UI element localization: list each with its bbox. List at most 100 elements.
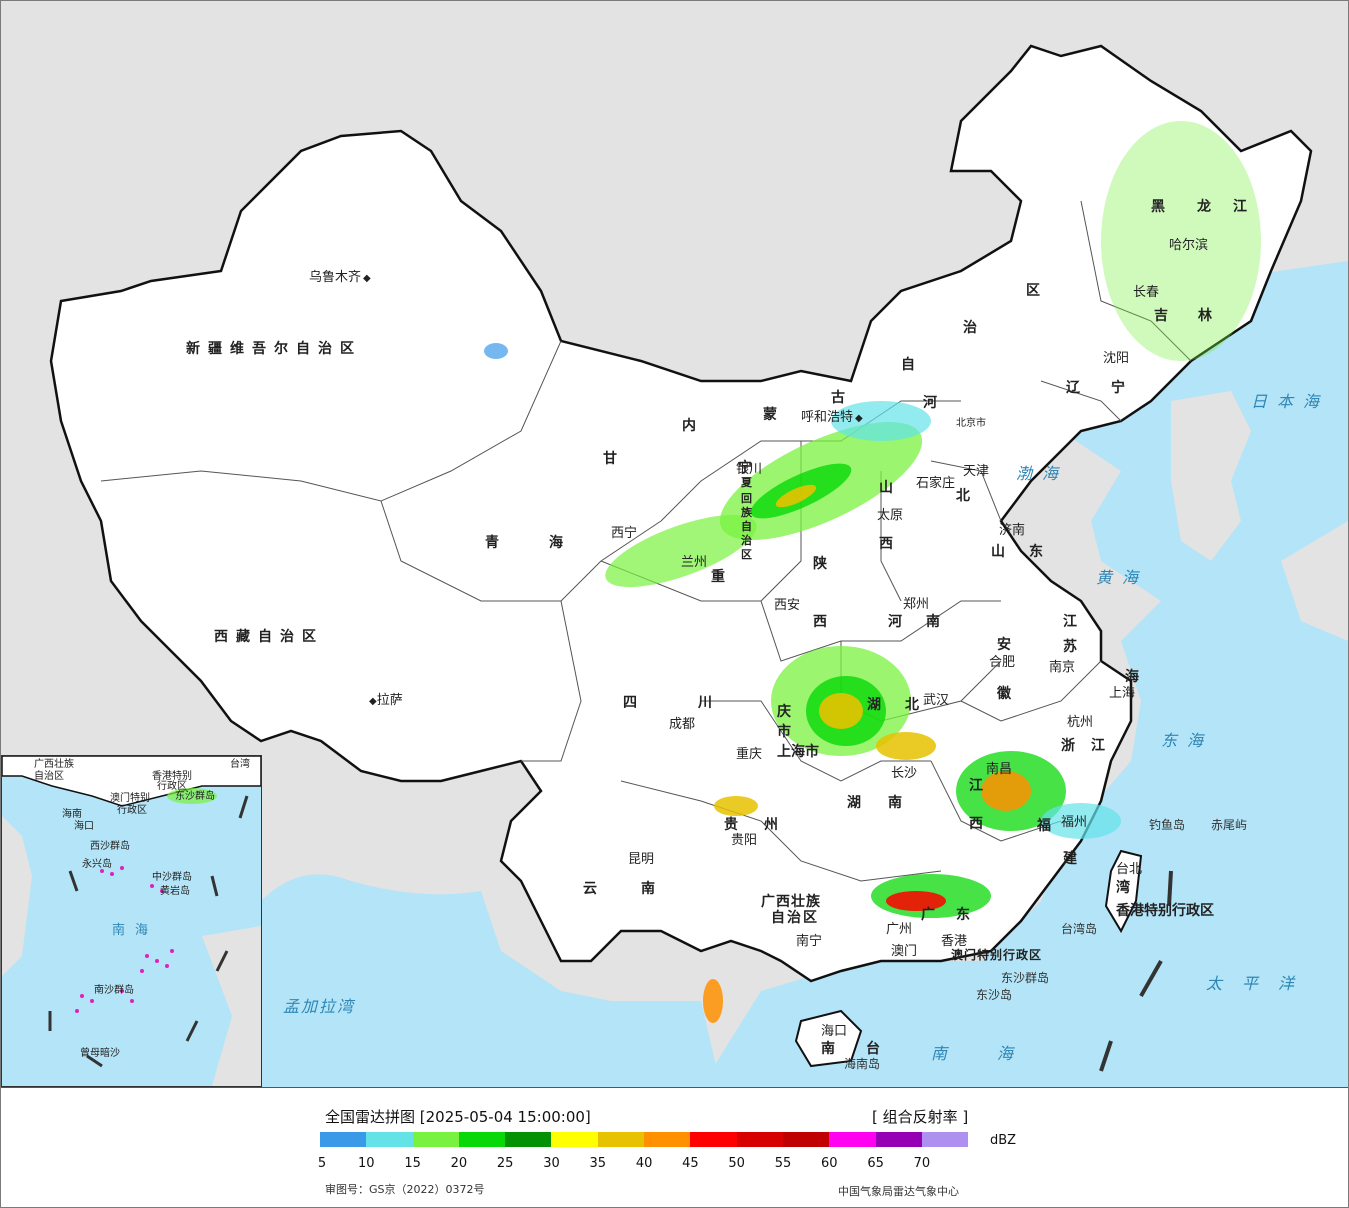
city-macau: 澳门 [891, 944, 918, 959]
region-henan-1: 河 [888, 614, 910, 630]
region-yunnan-1: 云 [583, 881, 605, 897]
region-hunan-2: 南 [888, 795, 910, 811]
region-zhejiang-2: 江 [1091, 738, 1113, 754]
region-jiangsu-1: 江 [1063, 614, 1085, 630]
city-taipei: 台北 [1116, 862, 1143, 877]
region-chongqing-3: 上海市 [777, 744, 819, 760]
region-jiangxi-1: 江 [969, 778, 991, 794]
sea-south: 南海 [931, 1044, 1064, 1063]
city-kunming: 昆明 [628, 852, 655, 867]
japan-land [1281, 521, 1348, 641]
inset-zhongsha: 中沙群岛 [152, 872, 192, 883]
region-neimeng-4: 自 [901, 357, 923, 373]
region-xizang: 西藏自治区 [214, 629, 324, 645]
region-chongqing-2: 市 [777, 724, 791, 740]
region-qinghai: 青海 [485, 535, 613, 551]
inset-guangxi-2: 自治区 [34, 771, 64, 782]
region-gansu-1: 甘 [603, 451, 625, 467]
region-shanghai: 海 [1125, 669, 1139, 685]
scale-tick-label: 15 [404, 1156, 421, 1171]
china-outline [49, 44, 1313, 983]
scale-swatch [921, 1132, 969, 1147]
region-hainan-1: 南 [821, 1041, 835, 1057]
scale-tick-label: 50 [728, 1156, 745, 1171]
scale-tick-label: 35 [589, 1156, 607, 1171]
city-shanghai: 上海 [1109, 686, 1136, 701]
city-lanzhou: 兰州 [681, 555, 708, 570]
scale-ticks: 5 10 15 20 25 30 35 40 45 50 55 60 65 70 [0, 1156, 1349, 1174]
scale-swatch [736, 1132, 783, 1147]
inset-dongsha: 东沙群岛 [175, 791, 215, 802]
city-nanning: 南宁 [796, 934, 823, 949]
scale-swatch [829, 1132, 876, 1147]
region-shaanxi-1: 陕 [813, 556, 835, 572]
region-heilongjiang-3: 江 [1233, 199, 1255, 215]
city-shenyang: 沈阳 [1103, 351, 1130, 366]
scale-tick-label: 30 [543, 1156, 560, 1171]
legend-product: [ 组合反射率 ] [872, 1108, 969, 1126]
city-nanchang: 南昌 [986, 762, 1013, 777]
region-sichuan-2: 川 [698, 695, 720, 711]
city-jinan: 济南 [999, 523, 1026, 538]
city-xian: 西安 [774, 598, 801, 613]
region-liaoning-1: 辽 [1066, 380, 1088, 396]
region-chongqing-1: 庆 [777, 704, 791, 720]
scale-swatch [320, 1132, 367, 1147]
region-neimeng-3: 古 [831, 390, 853, 406]
region-guangxi-1: 广西壮族 [761, 894, 821, 910]
inset-south-sea: 南海 [112, 923, 159, 938]
city-yinchuan: 银川 [736, 462, 763, 477]
scale-tick-label: 55 [774, 1156, 792, 1171]
region-ningxia-7: 区 [741, 548, 752, 561]
scale-tick-label: 60 [821, 1156, 838, 1171]
region-fujian-2: 建 [1063, 851, 1085, 867]
region-neimeng-1: 内 [682, 418, 704, 434]
region-jilin-2: 林 [1198, 308, 1220, 324]
region-ningxia-1: 宁 [738, 460, 752, 476]
scale-tick-label: 40 [635, 1156, 653, 1171]
region-hebei-2: 北 [956, 488, 978, 504]
legend-title: 全国雷达拼图 [2025-05-04 15:00:00] [325, 1108, 591, 1126]
city-hohhot: 呼和浩特 ◆ [801, 410, 863, 425]
region-ningxia-8: 重 [711, 569, 725, 585]
region-hongkong: 澳门特别行政区 [951, 948, 1043, 962]
approval-number: 审图号：GS京（2022）0372号 [325, 1183, 485, 1196]
region-jiangsu-2: 苏 [1063, 639, 1085, 655]
city-changchun: 长春 [1133, 285, 1160, 300]
island-chiwei: 赤尾屿 [1211, 818, 1248, 832]
inset-macau-2: 行政区 [117, 805, 147, 816]
region-ningxia-3: 回 [741, 492, 752, 505]
region-shandong-2: 东 [1029, 544, 1051, 560]
region-hainan-2: 台 [866, 1041, 880, 1057]
scale-tick-label: 20 [450, 1156, 468, 1171]
inset-guangxi: 广西壮族 [34, 759, 74, 770]
scale-swatch [690, 1132, 737, 1147]
region-anhui-1: 安 [997, 637, 1019, 653]
inset-yongxing: 永兴岛 [82, 859, 112, 870]
city-beijing: 北京市 [956, 418, 986, 429]
scale-tick-label: 45 [682, 1156, 699, 1171]
region-neimeng-2: 蒙 [763, 407, 785, 423]
region-taiwan-1: 湾 [1116, 880, 1130, 896]
island-dongsha-group: 东沙群岛 [1001, 971, 1050, 985]
city-harbin: 哈尔滨 [1169, 238, 1209, 253]
sea-bohai: 渤海 [1016, 464, 1069, 483]
city-guiyang: 贵阳 [731, 833, 758, 848]
city-chongqing: 重庆 [736, 747, 763, 762]
scale-swatch [366, 1132, 413, 1147]
map-svg [49, 44, 1348, 1087]
inset-huangyan: 黄岩岛 [160, 886, 190, 897]
scale-swatch [597, 1132, 645, 1147]
inset-hongkong-2: 行政区 [157, 781, 187, 792]
inset-hainan: 海南 [62, 809, 82, 820]
region-guizhou-2: 州 [764, 817, 786, 833]
region-ningxia-4: 族 [741, 506, 752, 519]
region-hebei-1: 河 [923, 395, 945, 411]
region-guangxi-2: 自治区 [771, 910, 819, 926]
island-taiwan: 台湾岛 [1061, 922, 1098, 936]
region-hubei-2: 北 [905, 697, 927, 713]
scale-swatch [458, 1132, 506, 1147]
region-anhui-2: 徽 [997, 686, 1019, 702]
sea-bengal: 孟加拉湾 [283, 997, 356, 1016]
city-fuzhou: 福州 [1061, 815, 1088, 830]
